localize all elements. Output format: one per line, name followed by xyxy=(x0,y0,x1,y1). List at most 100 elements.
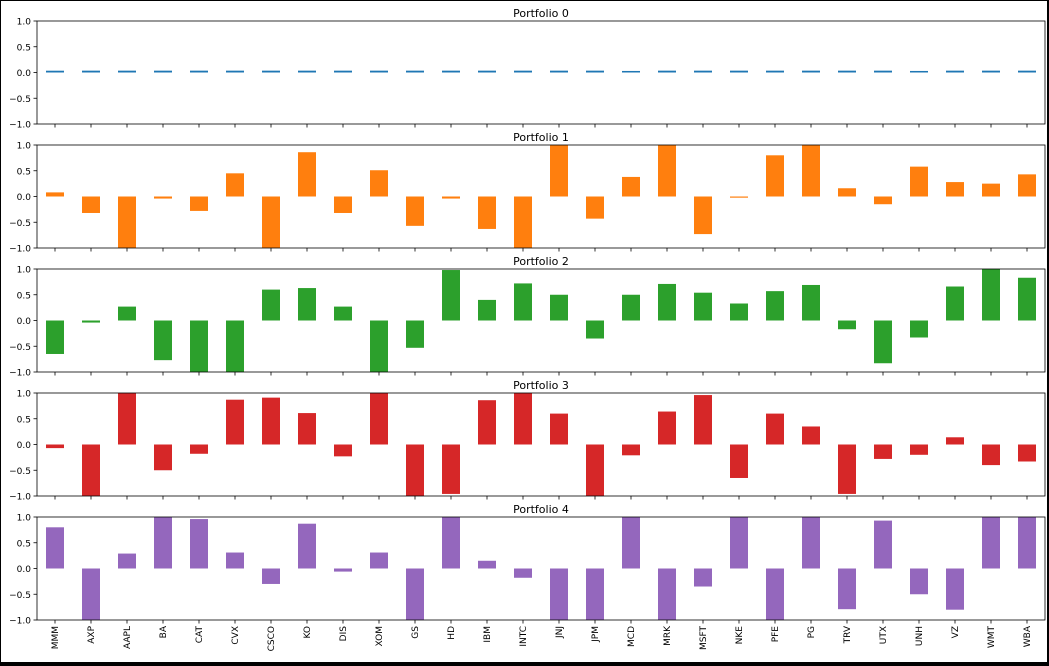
bar-pfe-0 xyxy=(766,70,784,73)
bar-ibm-4 xyxy=(478,560,496,569)
x-tick-label-jnj: JNJ xyxy=(555,626,565,639)
bar-intc-0 xyxy=(514,70,532,73)
bar-intc-2 xyxy=(514,283,532,321)
bar-wba-3 xyxy=(1018,444,1036,462)
bar-unh-4 xyxy=(910,568,928,595)
bar-pfe-1 xyxy=(766,155,784,197)
y-tick-label: 1.0 xyxy=(17,18,32,28)
x-tick-label-mcd: MCD xyxy=(627,626,637,647)
bar-axp-0 xyxy=(82,70,100,73)
bar-vz-3 xyxy=(946,437,964,445)
bar-aapl-0 xyxy=(118,70,136,73)
bar-unh-1 xyxy=(910,166,928,197)
x-tick-label-ibm: IBM xyxy=(483,626,493,643)
axes-frame xyxy=(36,392,1046,497)
y-tick-label: −0.5 xyxy=(9,95,31,105)
bar-vz-4 xyxy=(946,568,964,610)
bar-mmm-3 xyxy=(46,444,64,449)
bar-xom-1 xyxy=(370,170,388,197)
bar-msft-0 xyxy=(694,70,712,73)
bar-mrk-0 xyxy=(658,70,676,73)
bar-utx-1 xyxy=(874,196,892,205)
bar-pg-2 xyxy=(802,284,820,321)
bar-ba-4 xyxy=(154,517,172,569)
bar-gs-2 xyxy=(406,320,424,348)
bar-cvx-1 xyxy=(226,173,244,197)
bar-jnj-2 xyxy=(550,294,568,321)
bar-hd-2 xyxy=(442,270,460,321)
x-tick-label-wba: WBA xyxy=(1023,625,1033,647)
bar-mcd-4 xyxy=(622,517,640,569)
bar-mcd-0 xyxy=(622,70,640,73)
bar-gs-1 xyxy=(406,196,424,226)
bar-unh-0 xyxy=(910,70,928,73)
bar-ko-1 xyxy=(298,152,316,197)
bar-aapl-2 xyxy=(118,306,136,321)
subplot-2: Portfolio 2 1.0 0.5 0.0 −0.5 −1.0 xyxy=(9,255,1046,379)
bar-trv-4 xyxy=(838,568,856,610)
bar-unh-3 xyxy=(910,444,928,455)
x-tick-label-axp: AXP xyxy=(87,625,97,643)
y-tick-label: 0.0 xyxy=(17,317,32,327)
x-tick-label-unh: UNH xyxy=(915,626,925,646)
bar-mcd-1 xyxy=(622,176,640,197)
bar-ko-3 xyxy=(298,413,316,445)
bar-mrk-1 xyxy=(658,145,676,197)
bar-pg-0 xyxy=(802,70,820,73)
bar-ibm-1 xyxy=(478,196,496,229)
x-tick-label-msft: MSFT xyxy=(699,626,709,650)
bar-jpm-3 xyxy=(586,444,604,496)
x-tick-label-dis: DIS xyxy=(339,626,349,642)
y-tick-label: 0.5 xyxy=(17,43,31,53)
bar-aapl-4 xyxy=(118,553,136,569)
bar-xom-2 xyxy=(370,320,388,372)
bar-cvx-0 xyxy=(226,70,244,73)
bar-jpm-0 xyxy=(586,70,604,73)
bar-pfe-3 xyxy=(766,413,784,445)
bar-jnj-1 xyxy=(550,145,568,197)
x-tick-label-nke: NKE xyxy=(735,626,745,645)
bar-mcd-3 xyxy=(622,444,640,456)
x-tick-label-mmm: MMM xyxy=(51,626,61,649)
bar-mmm-1 xyxy=(46,192,64,197)
x-tick-label-utx: UTX xyxy=(879,626,889,644)
bar-jpm-1 xyxy=(586,196,604,219)
bar-intc-1 xyxy=(514,196,532,248)
bar-hd-4 xyxy=(442,517,460,569)
bar-aapl-1 xyxy=(118,196,136,248)
bar-csco-2 xyxy=(262,289,280,321)
y-tick-label: 0.5 xyxy=(17,415,31,425)
bar-trv-2 xyxy=(838,320,856,330)
x-tick-label-intc: INTC xyxy=(519,626,529,647)
bar-ibm-0 xyxy=(478,70,496,73)
bar-ba-3 xyxy=(154,444,172,471)
bar-mrk-2 xyxy=(658,283,676,321)
bar-wba-4 xyxy=(1018,517,1036,569)
bar-vz-0 xyxy=(946,70,964,73)
bar-cvx-3 xyxy=(226,399,244,445)
bar-gs-0 xyxy=(406,70,424,73)
y-tick-label: 1.0 xyxy=(17,390,32,400)
subplot-4: Portfolio 4 1.0 0.5 0.0 −0.5 −1.0 xyxy=(9,503,1046,627)
x-tick-label-vz: VZ xyxy=(951,626,961,638)
bar-jnj-4 xyxy=(550,568,568,620)
y-tick-label: −0.5 xyxy=(9,343,31,353)
bar-hd-3 xyxy=(442,444,460,494)
bar-pg-4 xyxy=(802,517,820,569)
bar-trv-0 xyxy=(838,70,856,73)
bar-axp-1 xyxy=(82,196,100,213)
bar-ba-2 xyxy=(154,320,172,361)
bar-msft-3 xyxy=(694,395,712,445)
bar-nke-4 xyxy=(730,517,748,569)
y-tick-label: 0.5 xyxy=(17,291,31,301)
y-tick-label: 1.0 xyxy=(17,142,32,152)
bar-ko-0 xyxy=(298,70,316,73)
bar-pg-3 xyxy=(802,426,820,445)
x-tick-label-pfe: PFE xyxy=(771,626,781,643)
bar-ba-0 xyxy=(154,70,172,73)
bar-dis-3 xyxy=(334,444,352,457)
subplot-title: Portfolio 1 xyxy=(513,131,569,144)
bar-vz-1 xyxy=(946,182,964,197)
bar-intc-4 xyxy=(514,568,532,578)
